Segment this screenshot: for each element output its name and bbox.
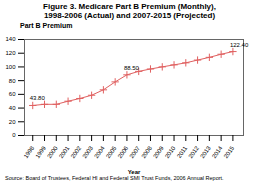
svg-text:2015: 2015 [223, 144, 236, 159]
svg-text:2013: 2013 [199, 144, 212, 159]
svg-text:2010: 2010 [164, 144, 177, 159]
svg-text:2011: 2011 [176, 144, 189, 159]
svg-text:43.80: 43.80 [30, 95, 46, 101]
svg-text:2008: 2008 [140, 144, 153, 159]
html-text:Figure 3. Medicare Part B Prem: Figure 3. Medicare Part B Premium (Month… [43, 2, 216, 21]
svg-text:2006: 2006 [117, 144, 130, 159]
svg-text:2007: 2007 [129, 144, 142, 159]
svg-text:80: 80 [9, 77, 16, 83]
html-text:Part B Premium: Part B Premium [20, 22, 73, 30]
svg-text:1999: 1999 [34, 144, 47, 159]
svg-text:1998: 1998 [23, 144, 36, 159]
svg-text:2003: 2003 [81, 144, 94, 159]
svg-text:122.40: 122.40 [230, 41, 249, 47]
svg-text:2005: 2005 [105, 144, 118, 159]
svg-text:2002: 2002 [70, 144, 83, 159]
svg-text:40: 40 [9, 105, 16, 111]
svg-text:2014: 2014 [211, 144, 224, 159]
html-text:Source: Board of Trustees, Fed: Source: Board of Trustees, Federal HI an… [5, 174, 224, 181]
svg-text:100: 100 [5, 64, 16, 70]
svg-text:120: 120 [5, 50, 16, 56]
svg-text:2009: 2009 [152, 144, 165, 159]
svg-text:20: 20 [9, 118, 16, 124]
svg-text:88.50: 88.50 [124, 65, 140, 71]
svg-text:2000: 2000 [46, 144, 59, 159]
svg-text:2012: 2012 [187, 144, 200, 159]
svg-text:Year: Year [128, 168, 141, 174]
svg-text:140: 140 [5, 36, 16, 42]
svg-text:2001: 2001 [58, 144, 71, 159]
svg-text:2004: 2004 [93, 144, 106, 159]
svg-text:60: 60 [9, 91, 16, 97]
svg-text:0: 0 [12, 132, 16, 138]
